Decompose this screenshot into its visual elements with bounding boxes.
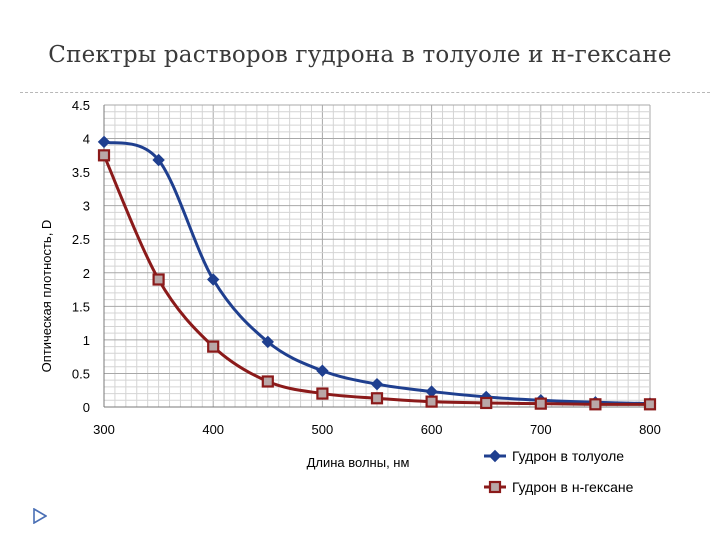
series-line xyxy=(102,154,651,406)
y-tick-label: 3.5 xyxy=(72,165,90,180)
data-point xyxy=(425,395,438,408)
y-tick-label: 2 xyxy=(83,266,90,281)
data-point xyxy=(97,149,111,162)
y-axis-label: Оптическая плотность, D xyxy=(39,220,54,373)
series-line xyxy=(103,140,651,406)
data-point xyxy=(152,153,165,167)
legend-swatch-marker xyxy=(488,449,502,463)
data-point xyxy=(316,387,329,400)
y-tick-label: 0.5 xyxy=(72,366,90,381)
data-point xyxy=(152,273,165,286)
x-axis-label: Длина волны, нм xyxy=(307,455,410,470)
data-point xyxy=(207,340,220,353)
y-tick-label: 4 xyxy=(83,132,90,147)
title-divider xyxy=(20,92,710,93)
y-tick-label: 1.5 xyxy=(72,299,90,314)
data-point xyxy=(370,392,384,405)
data-point xyxy=(425,385,438,398)
chart-grid xyxy=(103,104,651,408)
y-tick-label: 4.5 xyxy=(72,98,90,113)
x-tick-label: 600 xyxy=(421,422,443,437)
x-tick-label: 400 xyxy=(202,422,224,437)
x-tick-label: 300 xyxy=(93,422,115,437)
data-point xyxy=(480,396,493,410)
data-point xyxy=(206,273,220,286)
data-point xyxy=(261,375,274,388)
data-point xyxy=(370,377,384,391)
y-tick-label: 0 xyxy=(83,400,90,415)
y-tick-label: 3 xyxy=(83,199,90,214)
data-point xyxy=(97,135,111,149)
y-tick-label: 2.5 xyxy=(72,232,90,247)
x-tick-label: 700 xyxy=(530,422,552,437)
x-tick-label: 500 xyxy=(312,422,334,437)
data-point xyxy=(534,397,547,410)
legend-label: Гудрон в н-гексане xyxy=(512,479,634,495)
x-tick-label: 800 xyxy=(639,422,661,437)
triangle-arrow-icon[interactable] xyxy=(33,508,47,524)
y-tick-labels: 0 0.5 1 1.5 2 2.5 3 3.5 4 4.5 xyxy=(72,98,90,415)
data-point xyxy=(643,398,657,411)
series-2 xyxy=(97,149,657,411)
slide-title: Спектры растворов гудрона в толуоле и н-… xyxy=(48,42,672,68)
data-point xyxy=(589,398,602,411)
legend: Гудрон в толуоле Гудрон в н-гексане xyxy=(484,448,634,495)
x-tick-labels: 300 400 500 600 700 800 xyxy=(93,422,661,437)
data-point xyxy=(316,364,329,377)
y-tick-label: 1 xyxy=(83,333,90,348)
legend-label: Гудрон в толуоле xyxy=(512,448,624,464)
legend-swatch-marker xyxy=(488,480,502,494)
chart-series xyxy=(97,135,657,411)
data-point xyxy=(261,335,275,349)
